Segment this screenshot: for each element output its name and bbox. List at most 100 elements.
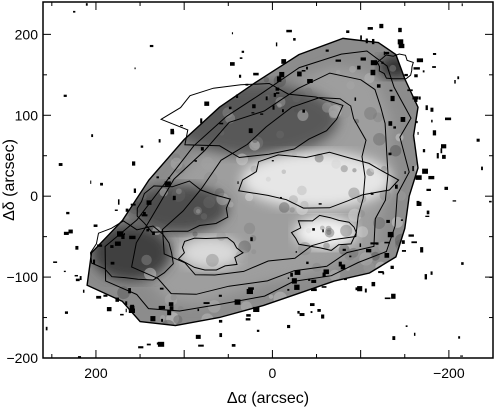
speckle xyxy=(432,130,437,136)
texture-cell xyxy=(319,225,325,231)
speckle xyxy=(383,51,385,56)
contour-region-1 xyxy=(136,180,231,233)
texture-cell xyxy=(475,322,487,334)
speckle xyxy=(241,50,245,53)
texture-cell xyxy=(306,228,312,234)
speckle xyxy=(167,177,171,179)
speckle xyxy=(195,334,201,339)
speckle xyxy=(239,57,243,59)
bright-region-1 xyxy=(294,216,357,249)
speckle xyxy=(250,237,253,242)
speckle xyxy=(260,113,264,115)
speckle xyxy=(425,105,428,111)
texture-cell xyxy=(458,56,464,62)
speckle xyxy=(128,308,135,314)
speckle xyxy=(416,200,420,207)
speckle xyxy=(400,117,406,122)
speckle xyxy=(85,3,88,6)
speckle xyxy=(400,219,403,221)
speckle xyxy=(430,107,434,112)
speckle xyxy=(413,67,420,70)
texture-cell xyxy=(147,129,156,137)
speckle xyxy=(117,199,120,205)
texture-cell xyxy=(259,41,268,50)
y-tick-label: 0 xyxy=(30,188,38,204)
texture-cell xyxy=(407,288,412,293)
texture-cell xyxy=(457,209,464,216)
texture-cell xyxy=(120,102,131,114)
texture-cell xyxy=(464,275,470,281)
contour-lines xyxy=(86,37,419,327)
speckle xyxy=(346,30,350,34)
texture-cell xyxy=(216,231,226,241)
speckle xyxy=(75,245,79,250)
texture-cell xyxy=(173,315,183,325)
speckle xyxy=(386,219,390,223)
speckle xyxy=(276,76,282,82)
x-tick-labels: 200 0 −200 xyxy=(84,365,465,381)
speckle xyxy=(428,175,435,180)
speckle xyxy=(275,42,278,47)
texture-cell xyxy=(131,321,137,326)
speckle xyxy=(167,309,172,316)
texture-cell xyxy=(281,169,287,174)
texture-cell xyxy=(180,71,192,83)
speckle xyxy=(382,272,385,275)
bright-region-2 xyxy=(179,236,242,269)
texture-cell xyxy=(409,213,418,226)
speckle xyxy=(152,231,155,236)
texture-cell xyxy=(423,334,431,342)
texture-cell xyxy=(119,48,131,60)
speckle xyxy=(440,148,443,154)
texture-cell xyxy=(431,247,442,258)
contour-region-4 xyxy=(238,151,400,209)
texture-cell xyxy=(131,170,143,182)
texture-cell xyxy=(296,295,309,309)
speckle xyxy=(360,35,362,40)
speckle xyxy=(279,196,282,199)
texture-cell xyxy=(479,51,484,56)
speckle xyxy=(125,308,127,313)
texture-cell xyxy=(339,105,351,118)
texture-cell xyxy=(159,188,168,197)
speckle xyxy=(392,336,396,341)
texture-cell xyxy=(421,233,433,245)
speckle xyxy=(140,145,144,148)
speckle xyxy=(458,336,461,339)
speckle xyxy=(198,344,204,347)
speckle xyxy=(231,344,236,347)
speckle xyxy=(367,27,373,30)
texture-cell xyxy=(251,249,257,255)
speckle xyxy=(366,248,372,253)
speckle xyxy=(357,65,361,70)
texture-cell xyxy=(426,161,434,169)
speckle xyxy=(294,284,300,290)
texture-cell xyxy=(337,105,351,119)
speckle xyxy=(432,52,437,55)
speckle xyxy=(452,200,457,202)
texture-cell xyxy=(175,188,182,195)
texture-cell xyxy=(275,96,286,107)
speckle xyxy=(246,288,253,295)
texture-cell xyxy=(384,287,393,296)
texture-cell xyxy=(231,316,236,321)
texture-cell xyxy=(461,87,467,93)
texture-cell xyxy=(153,107,164,118)
texture-cell xyxy=(469,129,480,140)
speckle xyxy=(393,126,397,129)
speckle xyxy=(161,318,164,322)
speckle xyxy=(318,203,322,205)
bright-region-0 xyxy=(241,151,392,209)
texture-cell xyxy=(171,153,181,162)
noise-speckles xyxy=(45,3,492,358)
speckle xyxy=(321,314,325,319)
texture-cell xyxy=(472,233,480,241)
speckle xyxy=(387,231,394,238)
contour-region-5 xyxy=(290,214,357,251)
texture-cell xyxy=(255,48,260,54)
texture-cell xyxy=(441,259,445,263)
texture-cell xyxy=(263,76,270,83)
speckle xyxy=(398,27,402,33)
texture-cell xyxy=(411,133,418,142)
speckle xyxy=(110,261,115,265)
